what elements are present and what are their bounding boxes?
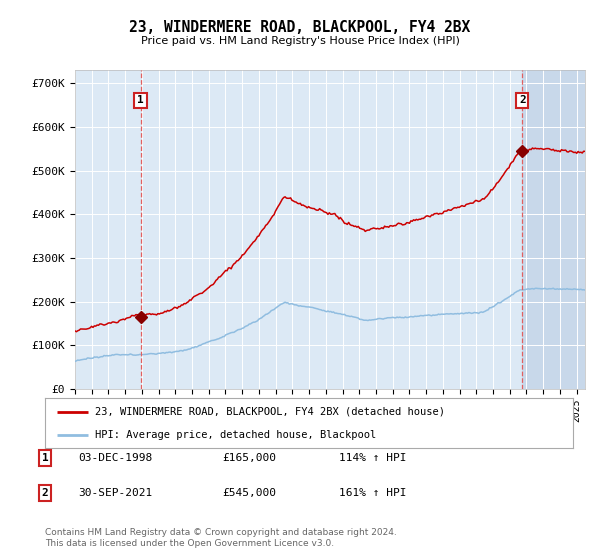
Text: 23, WINDERMERE ROAD, BLACKPOOL, FY4 2BX (detached house): 23, WINDERMERE ROAD, BLACKPOOL, FY4 2BX … <box>95 407 445 417</box>
Text: £165,000: £165,000 <box>222 453 276 463</box>
Text: Contains HM Land Registry data © Crown copyright and database right 2024.
This d: Contains HM Land Registry data © Crown c… <box>45 528 397 548</box>
Text: 161% ↑ HPI: 161% ↑ HPI <box>339 488 407 498</box>
Text: 03-DEC-1998: 03-DEC-1998 <box>78 453 152 463</box>
Text: Price paid vs. HM Land Registry's House Price Index (HPI): Price paid vs. HM Land Registry's House … <box>140 36 460 46</box>
Text: 2: 2 <box>41 488 49 498</box>
Text: 114% ↑ HPI: 114% ↑ HPI <box>339 453 407 463</box>
Text: £545,000: £545,000 <box>222 488 276 498</box>
Text: 1: 1 <box>137 95 144 105</box>
Text: 23, WINDERMERE ROAD, BLACKPOOL, FY4 2BX: 23, WINDERMERE ROAD, BLACKPOOL, FY4 2BX <box>130 20 470 35</box>
Text: HPI: Average price, detached house, Blackpool: HPI: Average price, detached house, Blac… <box>95 431 376 440</box>
Bar <box>522 70 600 389</box>
Text: 1: 1 <box>41 453 49 463</box>
Text: 30-SEP-2021: 30-SEP-2021 <box>78 488 152 498</box>
Text: 2: 2 <box>519 95 526 105</box>
